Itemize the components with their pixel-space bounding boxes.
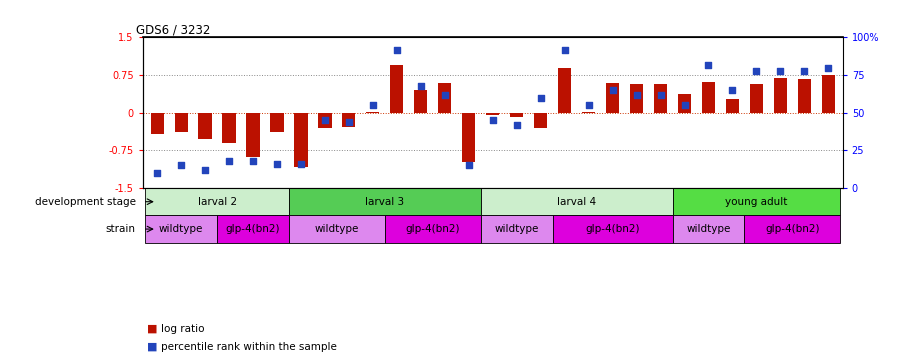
Text: wildtype: wildtype [159,224,204,234]
Bar [744,215,840,243]
Bar [672,188,840,215]
Bar [223,113,236,143]
Point [557,47,572,52]
Text: larval 3: larval 3 [366,197,404,207]
Bar [510,113,523,117]
Point [509,122,524,128]
Bar [798,79,811,113]
Point [270,161,285,167]
Bar [678,94,691,113]
Text: glp-4(bn2): glp-4(bn2) [765,224,820,234]
Bar [553,215,672,243]
Bar [481,188,672,215]
Point [725,87,740,93]
Bar [726,99,739,113]
Point [821,65,835,70]
Point [150,170,165,176]
Point [414,83,428,89]
Point [581,102,596,108]
Bar [582,112,595,113]
Text: wildtype: wildtype [686,224,730,234]
Bar [702,82,715,113]
Point [533,95,548,101]
Text: wildtype: wildtype [495,224,539,234]
Point [222,158,237,164]
Point [797,68,811,74]
Bar [289,215,385,243]
Bar [654,84,667,113]
Text: strain: strain [106,224,135,234]
Point [677,102,692,108]
Bar [247,113,260,157]
Bar [289,188,481,215]
Bar [199,113,212,139]
Bar [672,215,744,243]
Bar [606,83,619,113]
Bar [295,113,308,167]
Bar [486,113,499,115]
Point [318,117,332,123]
Bar [481,215,553,243]
Point [605,87,620,93]
Text: ■: ■ [147,324,157,334]
Bar [150,113,164,134]
Point [773,68,787,74]
Text: log ratio: log ratio [161,324,204,334]
Point [437,92,452,97]
Bar [414,90,427,113]
Point [749,68,764,74]
Bar [558,67,571,113]
Point [390,47,404,52]
Point [629,92,644,97]
Bar [462,113,475,162]
Text: ■: ■ [147,342,157,352]
Text: GDS6 / 3232: GDS6 / 3232 [135,23,210,36]
Bar [319,113,332,128]
Text: larval 2: larval 2 [197,197,237,207]
Text: glp-4(bn2): glp-4(bn2) [226,224,280,234]
Bar [217,215,289,243]
Bar [367,112,379,113]
Bar [391,65,403,113]
Text: glp-4(bn2): glp-4(bn2) [405,224,460,234]
Text: development stage: development stage [35,197,135,207]
Point [461,162,476,168]
Bar [750,84,763,113]
Bar [146,215,217,243]
Point [342,119,356,125]
Point [198,167,213,173]
Bar [630,84,643,113]
Point [366,102,380,108]
Text: glp-4(bn2): glp-4(bn2) [586,224,640,234]
Text: wildtype: wildtype [315,224,359,234]
Bar [271,113,284,132]
Point [246,158,261,164]
Bar [343,113,356,127]
Point [174,162,189,168]
Point [485,117,500,123]
Point [701,62,716,67]
Bar [534,113,547,128]
Bar [385,215,481,243]
Text: larval 4: larval 4 [557,197,596,207]
Bar [174,113,188,132]
Text: percentile rank within the sample: percentile rank within the sample [161,342,337,352]
Bar [146,188,289,215]
Bar [774,77,787,113]
Point [294,161,309,167]
Bar [438,83,451,113]
Text: young adult: young adult [725,197,787,207]
Bar [822,75,835,113]
Point [653,92,668,97]
